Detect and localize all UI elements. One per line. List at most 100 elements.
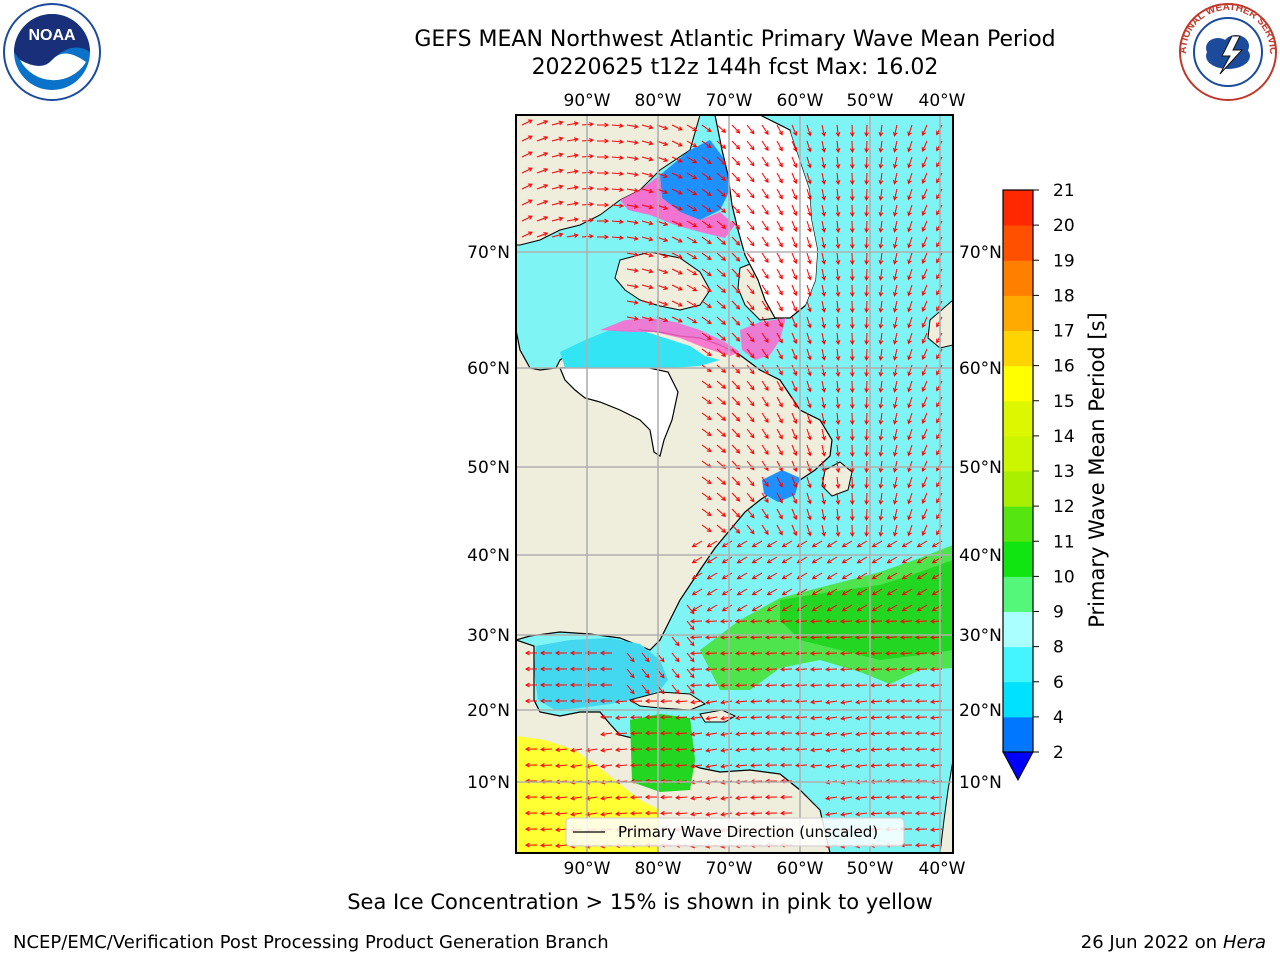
wave-arrow — [701, 300, 712, 309]
wave-arrow — [794, 634, 808, 640]
wave-arrow — [626, 316, 639, 321]
wave-arrow — [761, 252, 769, 264]
wave-arrow — [566, 201, 579, 206]
wave-arrow — [626, 156, 639, 161]
wave-arrow — [569, 650, 583, 656]
wave-arrow — [791, 396, 798, 409]
wave-arrow — [892, 428, 898, 441]
wave-arrow — [566, 169, 579, 174]
wave-arrow — [791, 300, 798, 313]
wave-arrow — [794, 715, 808, 720]
wave-arrow — [901, 540, 913, 548]
wave-arrow — [884, 730, 898, 736]
wave-arrow — [701, 332, 712, 341]
wave-arrow — [615, 699, 628, 705]
wave-arrow — [916, 604, 928, 612]
wave-arrow — [849, 236, 855, 250]
wave-arrow — [731, 156, 741, 166]
wave-arrow — [524, 794, 538, 800]
wave-arrow — [690, 731, 703, 737]
wave-arrow — [899, 810, 913, 816]
wave-arrow — [779, 794, 793, 800]
wave-arrow — [746, 284, 755, 295]
wave-arrow — [791, 412, 798, 425]
wave-arrow — [806, 204, 812, 217]
wave-arrow — [746, 508, 755, 519]
lon-label: 80°W — [635, 859, 682, 879]
wave-arrow — [584, 698, 598, 704]
wave-arrow — [921, 332, 928, 345]
wave-arrow — [626, 140, 639, 145]
baffin-bay-water — [660, 140, 730, 220]
wave-arrow — [686, 284, 698, 292]
wave-arrow — [776, 412, 783, 424]
lat-label: 40°N — [959, 546, 1002, 566]
wave-arrow — [892, 220, 898, 233]
wave-arrow — [659, 794, 673, 800]
wave-arrow — [761, 268, 769, 280]
wave-arrow — [907, 300, 913, 313]
wave-arrow — [615, 747, 628, 753]
colorbar-bin — [1003, 541, 1033, 577]
wave-arrow — [521, 215, 533, 222]
wave-arrow — [839, 682, 853, 688]
wave-arrow — [864, 476, 869, 490]
wave-arrow — [791, 332, 798, 345]
wave-arrow — [671, 252, 683, 259]
wave-arrow — [674, 731, 688, 736]
wave-arrow — [791, 172, 798, 185]
wave-arrow — [641, 668, 650, 679]
wave-arrow — [864, 188, 869, 202]
wave-arrow — [776, 492, 783, 504]
wave-arrow — [921, 156, 928, 169]
wave-arrow — [914, 618, 928, 624]
wave-arrow — [776, 428, 783, 440]
wave-arrow — [706, 572, 718, 580]
wave-arrow — [551, 152, 564, 158]
wave-arrow — [916, 540, 928, 548]
wave-arrow — [825, 699, 838, 705]
wave-arrow — [671, 220, 683, 227]
wave-arrow — [746, 252, 755, 263]
wave-arrow — [791, 316, 798, 329]
wave-arrow — [791, 444, 798, 457]
footer-credit: NCEP/EMC/Verification Post Processing Pr… — [13, 932, 609, 953]
wave-arrow — [766, 540, 778, 548]
wave-arrow — [892, 252, 898, 265]
wave-arrow — [644, 810, 658, 816]
land-africa — [939, 759, 953, 853]
lat-label: 50°N — [467, 458, 510, 478]
wave-arrow — [749, 682, 763, 688]
wave-arrow — [869, 715, 883, 720]
wave-arrow — [686, 268, 698, 276]
wave-arrow — [596, 154, 610, 160]
wave-arrow — [869, 763, 883, 768]
wave-arrow — [720, 795, 733, 801]
wave-arrow — [721, 572, 733, 580]
wave-arrow — [701, 284, 712, 293]
wave-arrow — [907, 396, 913, 409]
colorbar-tick-label: 17 — [1053, 322, 1075, 342]
lat-label: 60°N — [467, 359, 510, 379]
wave-arrow — [554, 650, 568, 656]
wave-arrow — [878, 252, 884, 265]
wave-arrow — [841, 540, 853, 548]
lon-label: 50°W — [847, 859, 894, 879]
wave-arrow — [864, 156, 869, 170]
wave-arrow — [671, 652, 680, 663]
wave-arrow — [892, 156, 898, 169]
wave-arrow — [884, 698, 898, 704]
wave-arrow — [551, 136, 564, 142]
wave-arrow — [907, 172, 913, 185]
wave-arrow — [554, 698, 568, 704]
wave-arrow — [705, 763, 718, 769]
wave-arrow — [892, 284, 898, 297]
wave-arrow — [907, 268, 913, 281]
wave-arrow — [659, 810, 673, 816]
wave-arrow — [892, 316, 898, 329]
wave-arrow — [835, 124, 841, 137]
wave-arrow — [806, 236, 812, 249]
wave-arrow — [766, 604, 778, 612]
colorbar-bin — [1003, 716, 1033, 753]
wave-arrow — [907, 124, 913, 137]
